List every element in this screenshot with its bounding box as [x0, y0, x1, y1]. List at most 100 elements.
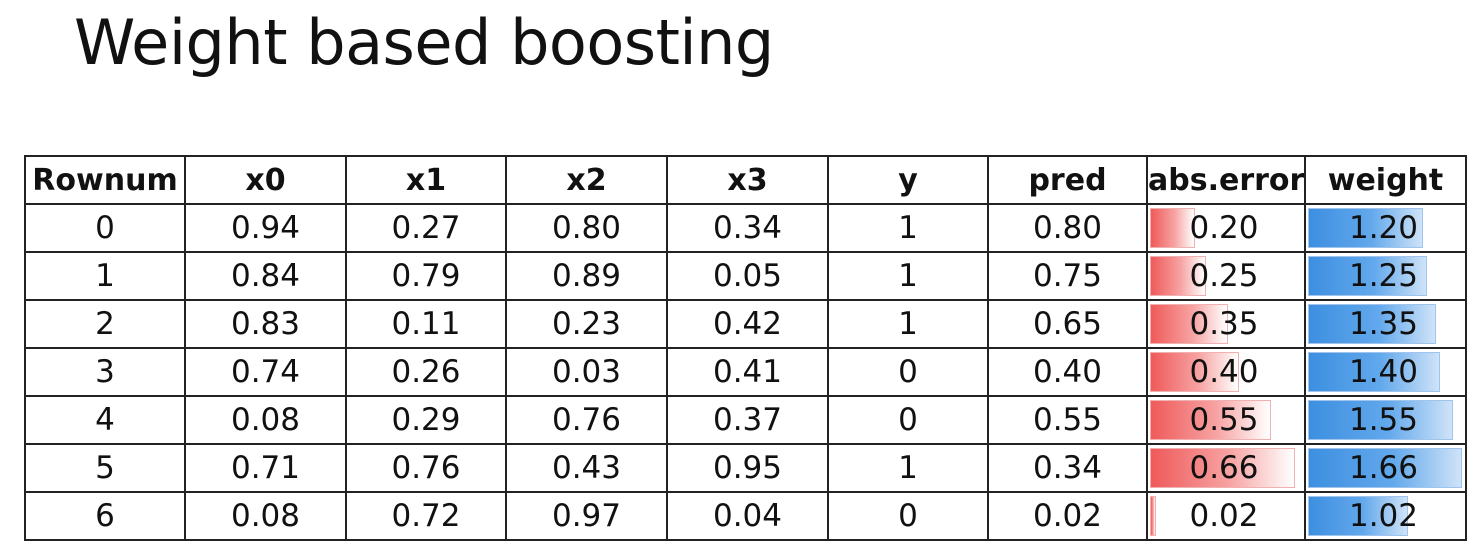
abs-error-bar — [1150, 448, 1296, 488]
cell-x1: 0.76 — [345, 443, 507, 493]
header-pred: pred — [987, 155, 1148, 205]
cell-x3: 0.34 — [666, 203, 829, 253]
header-y: y — [827, 155, 989, 205]
cell-abs-error: 0.66 — [1146, 443, 1306, 493]
cell-y: 1 — [827, 299, 989, 349]
weight-bar — [1308, 304, 1436, 344]
cell-abs-error: 0.02 — [1146, 491, 1306, 541]
cell-weight: 1.66 — [1304, 443, 1467, 493]
cell-x2: 0.89 — [505, 251, 668, 301]
cell-x0: 0.71 — [184, 443, 347, 493]
cell-pred: 0.80 — [987, 203, 1148, 253]
abs-error-value: 0.02 — [1189, 498, 1259, 534]
cell-y: 1 — [827, 203, 989, 253]
cell-weight: 1.02 — [1304, 491, 1467, 541]
cell-weight: 1.40 — [1304, 347, 1467, 397]
cell-x2: 0.97 — [505, 491, 668, 541]
cell-x0: 0.08 — [184, 491, 347, 541]
cell-x0: 0.74 — [184, 347, 347, 397]
cell-y: 0 — [827, 347, 989, 397]
weight-value: 1.02 — [1348, 498, 1419, 534]
cell-weight: 1.20 — [1304, 203, 1467, 253]
cell-rownum: 4 — [24, 395, 186, 445]
cell-x3: 0.95 — [666, 443, 829, 493]
abs-error-value: 0.20 — [1189, 210, 1259, 246]
cell-x3: 0.05 — [666, 251, 829, 301]
header-x0: x0 — [184, 155, 347, 205]
weight-bar — [1308, 496, 1408, 536]
cell-x3: 0.04 — [666, 491, 829, 541]
cell-x0: 0.83 — [184, 299, 347, 349]
cell-x3: 0.42 — [666, 299, 829, 349]
abs-error-value: 0.66 — [1189, 450, 1259, 486]
cell-x1: 0.27 — [345, 203, 507, 253]
cell-y: 0 — [827, 491, 989, 541]
cell-x1: 0.29 — [345, 395, 507, 445]
table-row: 0 0.94 0.27 0.80 0.34 1 0.80 0.20 1.20 — [24, 203, 1467, 253]
abs-error-value: 0.40 — [1189, 354, 1259, 390]
cell-x3: 0.37 — [666, 395, 829, 445]
abs-error-value: 0.35 — [1189, 306, 1259, 342]
cell-abs-error: 0.35 — [1146, 299, 1306, 349]
cell-x0: 0.08 — [184, 395, 347, 445]
cell-weight: 1.35 — [1304, 299, 1467, 349]
cell-x1: 0.72 — [345, 491, 507, 541]
weight-bar — [1308, 448, 1462, 488]
cell-x0: 0.84 — [184, 251, 347, 301]
weight-value: 1.25 — [1348, 258, 1419, 294]
abs-error-bar — [1150, 256, 1207, 296]
cell-x2: 0.23 — [505, 299, 668, 349]
cell-rownum: 1 — [24, 251, 186, 301]
weight-bar — [1308, 208, 1423, 248]
cell-x2: 0.43 — [505, 443, 668, 493]
cell-x3: 0.41 — [666, 347, 829, 397]
header-abs-error: abs.error — [1146, 155, 1306, 205]
cell-abs-error: 0.55 — [1146, 395, 1306, 445]
table-row: 3 0.74 0.26 0.03 0.41 0 0.40 0.40 1.40 — [24, 347, 1467, 397]
cell-weight: 1.55 — [1304, 395, 1467, 445]
weight-value: 1.66 — [1348, 450, 1419, 486]
cell-pred: 0.65 — [987, 299, 1148, 349]
table-row: 1 0.84 0.79 0.89 0.05 1 0.75 0.25 1.25 — [24, 251, 1467, 301]
abs-error-value: 0.25 — [1189, 258, 1259, 294]
table-body: 0 0.94 0.27 0.80 0.34 1 0.80 0.20 1.20 1 0.84 0.79 0… — [24, 203, 1467, 541]
cell-rownum: 3 — [24, 347, 186, 397]
table-row: 4 0.08 0.29 0.76 0.37 0 0.55 0.55 1.55 — [24, 395, 1467, 445]
header-x3: x3 — [666, 155, 829, 205]
header-rownum: Rownum — [24, 155, 186, 205]
cell-x1: 0.79 — [345, 251, 507, 301]
header-x1: x1 — [345, 155, 507, 205]
cell-rownum: 2 — [24, 299, 186, 349]
cell-pred: 0.34 — [987, 443, 1148, 493]
cell-pred: 0.75 — [987, 251, 1148, 301]
cell-x1: 0.26 — [345, 347, 507, 397]
table-row: 6 0.08 0.72 0.97 0.04 0 0.02 0.02 1.02 — [24, 491, 1467, 541]
boosting-table: Rownum x0 x1 x2 x3 y pred abs.error weig… — [24, 155, 1467, 541]
table-header: Rownum x0 x1 x2 x3 y pred abs.error weig… — [24, 155, 1467, 205]
cell-y: 1 — [827, 443, 989, 493]
weight-value: 1.55 — [1348, 402, 1419, 438]
header-x2: x2 — [505, 155, 668, 205]
cell-y: 0 — [827, 395, 989, 445]
weight-value: 1.40 — [1348, 354, 1419, 390]
page-title: Weight based boosting — [74, 6, 774, 79]
cell-x0: 0.94 — [184, 203, 347, 253]
cell-y: 1 — [827, 251, 989, 301]
cell-rownum: 5 — [24, 443, 186, 493]
cell-pred: 0.55 — [987, 395, 1148, 445]
cell-pred: 0.40 — [987, 347, 1148, 397]
abs-error-bar — [1150, 400, 1272, 440]
cell-x2: 0.03 — [505, 347, 668, 397]
header-weight: weight — [1304, 155, 1467, 205]
header-row: Rownum x0 x1 x2 x3 y pred abs.error weig… — [24, 155, 1467, 205]
weight-value: 1.35 — [1348, 306, 1419, 342]
abs-error-bar — [1150, 304, 1228, 344]
abs-error-bar — [1150, 496, 1157, 536]
cell-abs-error: 0.20 — [1146, 203, 1306, 253]
cell-pred: 0.02 — [987, 491, 1148, 541]
weight-bar — [1308, 400, 1453, 440]
weight-value: 1.20 — [1348, 210, 1419, 246]
cell-abs-error: 0.40 — [1146, 347, 1306, 397]
cell-x2: 0.76 — [505, 395, 668, 445]
table-row: 2 0.83 0.11 0.23 0.42 1 0.65 0.35 1.35 — [24, 299, 1467, 349]
